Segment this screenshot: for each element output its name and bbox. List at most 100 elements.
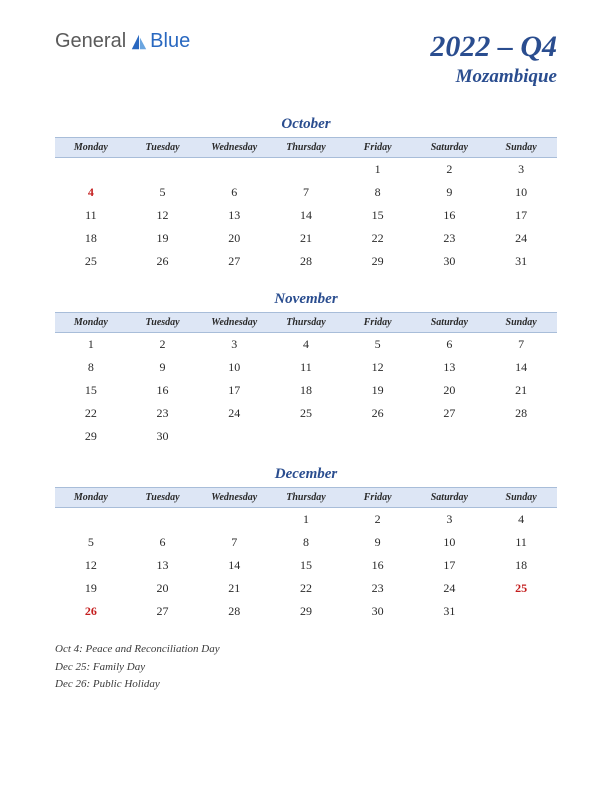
calendar-row: 2930	[55, 425, 557, 448]
calendar-cell: 23	[127, 402, 199, 425]
calendar-cell: 1	[55, 333, 127, 357]
calendar-cell: 28	[270, 250, 342, 273]
calendar-cell: 21	[485, 379, 557, 402]
calendar-cell: 4	[270, 333, 342, 357]
holiday-note: Oct 4: Peace and Reconciliation Day	[55, 641, 557, 659]
calendar-row: 45678910	[55, 181, 557, 204]
calendar-cell: 1	[270, 508, 342, 532]
logo: General Blue	[55, 30, 190, 53]
calendar-cell: 21	[198, 577, 270, 600]
calendar-cell	[414, 425, 486, 448]
day-header: Thursday	[270, 313, 342, 333]
calendar-cell: 31	[485, 250, 557, 273]
month-name: November	[55, 291, 557, 308]
calendar-cell: 15	[342, 204, 414, 227]
calendar-cell: 9	[342, 531, 414, 554]
day-header: Thursday	[270, 138, 342, 158]
calendar-row: 262728293031	[55, 600, 557, 623]
calendar-cell: 7	[270, 181, 342, 204]
calendar-cell: 20	[127, 577, 199, 600]
calendar-cell: 10	[198, 356, 270, 379]
calendar-cell: 14	[198, 554, 270, 577]
calendar-cell: 11	[55, 204, 127, 227]
calendar-cell: 3	[198, 333, 270, 357]
page-title: 2022 – Q4	[430, 30, 557, 64]
calendar-row: 18192021222324	[55, 227, 557, 250]
calendar-cell: 8	[55, 356, 127, 379]
day-header: Wednesday	[198, 313, 270, 333]
calendar-cell: 9	[414, 181, 486, 204]
day-header: Monday	[55, 488, 127, 508]
calendar-cell: 5	[127, 181, 199, 204]
calendar-row: 11121314151617	[55, 204, 557, 227]
calendar-cell: 17	[485, 204, 557, 227]
calendar-cell: 11	[270, 356, 342, 379]
calendar-cell: 14	[270, 204, 342, 227]
calendar-cell: 12	[342, 356, 414, 379]
calendar-cell: 22	[342, 227, 414, 250]
calendar-cell: 5	[55, 531, 127, 554]
calendar-cell: 4	[485, 508, 557, 532]
calendar-row: 891011121314	[55, 356, 557, 379]
calendar-cell: 15	[55, 379, 127, 402]
month-block: November MondayTuesdayWednesdayThursdayFr…	[55, 291, 557, 448]
day-header: Wednesday	[198, 138, 270, 158]
calendar-row: 19202122232425	[55, 577, 557, 600]
calendar-cell	[198, 508, 270, 532]
calendar-cell	[485, 425, 557, 448]
day-header: Tuesday	[127, 138, 199, 158]
calendar-cell: 16	[127, 379, 199, 402]
day-header: Tuesday	[127, 488, 199, 508]
calendar-cell: 31	[414, 600, 486, 623]
calendar-cell: 28	[198, 600, 270, 623]
calendar-cell: 14	[485, 356, 557, 379]
calendar-cell	[485, 600, 557, 623]
calendar-cell: 20	[414, 379, 486, 402]
calendar-cell: 2	[414, 158, 486, 182]
calendar-cell: 18	[270, 379, 342, 402]
page-subtitle: Mozambique	[430, 66, 557, 88]
calendar-row: 1234567	[55, 333, 557, 357]
calendar-cell: 19	[127, 227, 199, 250]
calendar-cell: 13	[198, 204, 270, 227]
calendar-table: MondayTuesdayWednesdayThursdayFridaySatu…	[55, 312, 557, 448]
calendar-cell: 13	[127, 554, 199, 577]
day-header: Monday	[55, 313, 127, 333]
calendar-cell: 15	[270, 554, 342, 577]
calendar-cell: 25	[270, 402, 342, 425]
calendar-cell: 27	[127, 600, 199, 623]
calendar-cell: 24	[198, 402, 270, 425]
calendar-cell: 17	[198, 379, 270, 402]
calendar-cell: 17	[414, 554, 486, 577]
calendar-cell	[270, 425, 342, 448]
calendar-cell: 29	[342, 250, 414, 273]
calendar-cell: 2	[342, 508, 414, 532]
calendar-cell: 6	[198, 181, 270, 204]
calendar-cell	[198, 158, 270, 182]
day-header: Saturday	[414, 313, 486, 333]
calendar-cell: 6	[414, 333, 486, 357]
day-header: Friday	[342, 488, 414, 508]
calendar-cell: 2	[127, 333, 199, 357]
calendar-cell: 22	[55, 402, 127, 425]
logo-text-2: Blue	[150, 30, 190, 53]
calendar-cell	[198, 425, 270, 448]
day-header: Sunday	[485, 138, 557, 158]
calendar-cell: 20	[198, 227, 270, 250]
calendar-row: 12131415161718	[55, 554, 557, 577]
month-name: December	[55, 466, 557, 483]
day-header: Tuesday	[127, 313, 199, 333]
months-container: OctoberMondayTuesdayWednesdayThursdayFri…	[55, 116, 557, 623]
calendar-cell: 4	[55, 181, 127, 204]
calendar-cell: 25	[485, 577, 557, 600]
day-header: Wednesday	[198, 488, 270, 508]
calendar-cell: 8	[270, 531, 342, 554]
calendar-cell: 13	[414, 356, 486, 379]
calendar-cell: 29	[55, 425, 127, 448]
calendar-row: 15161718192021	[55, 379, 557, 402]
calendar-cell: 10	[414, 531, 486, 554]
calendar-cell	[55, 158, 127, 182]
calendar-cell: 24	[414, 577, 486, 600]
day-header: Saturday	[414, 138, 486, 158]
month-block: OctoberMondayTuesdayWednesdayThursdayFri…	[55, 116, 557, 273]
